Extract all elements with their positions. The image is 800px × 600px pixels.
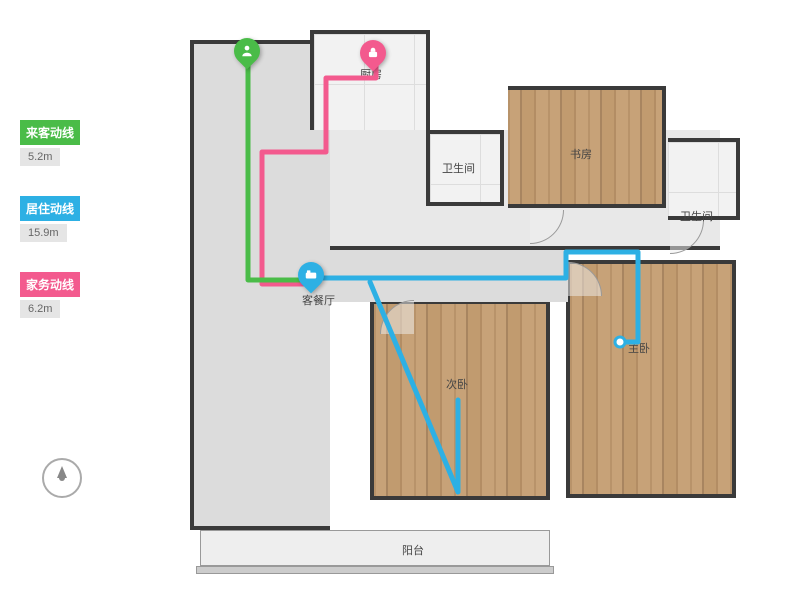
label-living: 客餐厅	[302, 292, 335, 308]
label-study: 书房	[570, 146, 592, 162]
legend-item-guest: 来客动线 5.2m	[20, 120, 100, 166]
legend-label-guest: 来客动线	[20, 120, 80, 145]
room-balcony	[200, 530, 550, 566]
legend-label-living: 居住动线	[20, 196, 80, 221]
legend-item-chore: 家务动线 6.2m	[20, 272, 100, 318]
corridor-mid	[328, 250, 568, 302]
balcony-rail	[196, 566, 554, 574]
legend-label-chore: 家务动线	[20, 272, 80, 297]
label-bedroom2: 次卧	[446, 376, 468, 392]
legend-value-guest: 5.2m	[20, 148, 60, 166]
compass-icon	[42, 458, 82, 498]
label-bathroom2: 卫生间	[680, 208, 713, 224]
label-balcony: 阳台	[402, 542, 424, 558]
label-master: 主卧	[628, 340, 650, 356]
legend-item-living: 居住动线 15.9m	[20, 196, 100, 242]
label-bathroom1: 卫生间	[442, 160, 475, 176]
floorplan: 厨房 卫生间 书房 卫生间 客餐厅 次卧 主卧 阳台	[180, 30, 740, 570]
legend-panel: 来客动线 5.2m 居住动线 15.9m 家务动线 6.2m	[20, 120, 100, 348]
legend-value-living: 15.9m	[20, 224, 67, 242]
legend-value-chore: 6.2m	[20, 300, 60, 318]
